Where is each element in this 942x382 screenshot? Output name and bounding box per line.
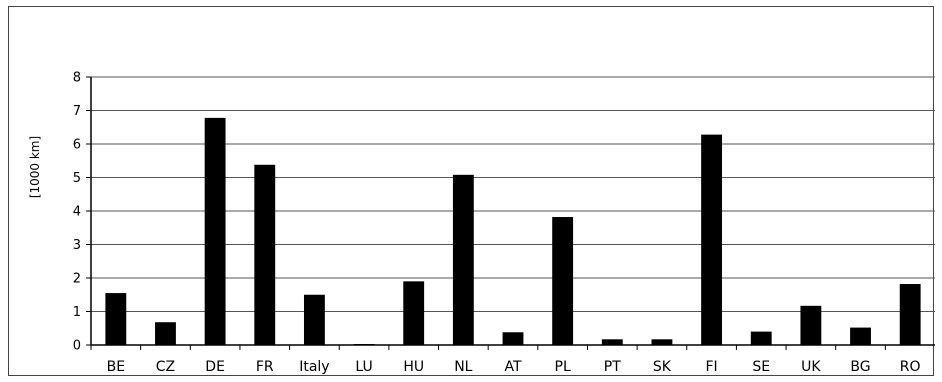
bar-fi (701, 134, 723, 345)
bar-nl (452, 174, 474, 345)
x-tick-label: Italy (299, 359, 329, 375)
bar-fr (254, 164, 276, 345)
y-axis-label: [1000 km] (28, 136, 42, 198)
bar-be (105, 293, 127, 345)
y-tick-labels: 0 1 2 3 4 5 6 7 8 (73, 71, 81, 354)
bar-hu (403, 281, 425, 345)
bar-italy (303, 294, 325, 345)
x-tick-label: FI (705, 359, 717, 375)
y-tick-label: 4 (73, 205, 81, 220)
x-tick-label: LU (355, 359, 372, 375)
x-tick-label: PT (604, 359, 621, 375)
y-tick-label: 7 (73, 104, 81, 119)
x-tick-label: UK (801, 359, 821, 375)
bar-de (204, 117, 226, 346)
y-tick-label: 1 (73, 305, 81, 320)
x-tick-label: SE (752, 359, 770, 375)
axes (86, 76, 935, 350)
x-tick-labels: BE CZ DE FR Italy LU HU NL AT PL PT SK FI SE UK BG RO (107, 359, 921, 375)
bar-se (750, 331, 772, 345)
bar-chart: 0 1 2 3 4 5 6 7 8 BE CZ DE FR Italy LU HU NL AT PL PT SK FI S… (28, 71, 935, 375)
x-tick-label: AT (504, 359, 521, 375)
chart-frame: 0 1 2 3 4 5 6 7 8 BE CZ DE FR Italy LU HU NL AT PL PT SK FI S… (8, 6, 935, 376)
y-tick-label: 0 (73, 339, 81, 354)
y-tick-label: 5 (73, 171, 81, 186)
x-tick-label: NL (454, 359, 472, 375)
x-tick-label: BE (107, 359, 125, 375)
x-tick-label: CZ (156, 359, 175, 375)
bar-pl (552, 217, 574, 345)
bar-bg (850, 327, 871, 345)
x-tick-label: HU (403, 359, 424, 375)
x-tick-label: SK (653, 359, 672, 375)
y-tick-label: 3 (73, 238, 81, 253)
x-tick-label: BG (850, 359, 870, 375)
bars (105, 117, 921, 346)
x-tick-label: DE (205, 359, 225, 375)
bar-pt (601, 339, 623, 345)
bar-ro (899, 284, 921, 345)
gridlines (91, 76, 935, 312)
y-tick-label: 6 (73, 138, 81, 153)
bar-cz (155, 322, 176, 345)
x-tick-label: PL (555, 359, 571, 375)
bar-uk (800, 305, 822, 345)
y-tick-label: 2 (73, 272, 81, 287)
x-tick-label: FR (256, 359, 274, 375)
y-tick-label: 8 (73, 71, 81, 86)
bar-at (502, 332, 524, 345)
x-tick-label: RO (900, 359, 921, 375)
bar-sk (651, 339, 673, 345)
